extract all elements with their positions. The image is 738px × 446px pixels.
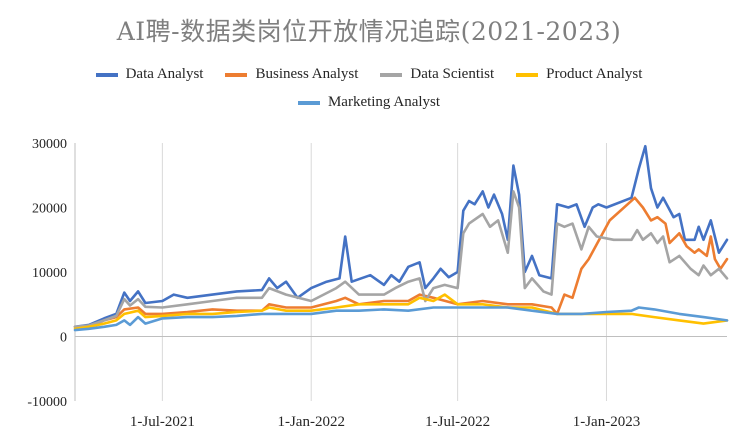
legend-swatch <box>95 72 118 77</box>
legend-swatch <box>380 72 403 77</box>
legend-swatch <box>225 72 248 77</box>
legend-label: Business Analyst <box>255 66 359 82</box>
x-tick-label: 1-Jan-2023 <box>573 414 641 430</box>
legend-label: Product Analyst <box>546 66 643 82</box>
legend-swatch <box>297 100 320 105</box>
legend-label: Data Analyst <box>125 66 204 82</box>
series-line-business-analyst <box>73 196 729 329</box>
legend-label: Marketing Analyst <box>327 94 441 110</box>
legend-item: Data Analyst <box>95 66 204 83</box>
legend-row-1: Data Analyst Business Analyst Data Scienti… <box>0 66 738 83</box>
y-tick-label: 20000 <box>32 202 67 217</box>
x-tick-label: 1-Jul-2022 <box>425 414 490 430</box>
legend-row-2: Marketing Analyst <box>0 94 738 111</box>
y-tick-label: -10000 <box>27 395 67 410</box>
y-tick-label: 10000 <box>32 266 67 281</box>
legend-item: Marketing Analyst <box>297 94 441 111</box>
legend-item: Product Analyst <box>516 66 642 83</box>
series-line-marketing-analyst <box>73 306 729 332</box>
chart-title: AI聘-数据类岗位开放情况追踪(2021-2023) <box>116 17 622 46</box>
x-tick-label: 1-Jan-2022 <box>277 414 345 430</box>
legend-item: Data Scientist <box>380 66 494 83</box>
x-tick-label: 1-Jul-2021 <box>130 414 195 430</box>
y-tick-label: 0 <box>60 331 67 346</box>
series-line-data-analyst <box>73 144 729 329</box>
series-line-data-scientist <box>73 190 729 329</box>
legend-item: Business Analyst <box>225 66 358 83</box>
legend-label: Data Scientist <box>410 66 495 82</box>
y-tick-label: 30000 <box>32 137 67 152</box>
legend-swatch <box>516 72 539 77</box>
